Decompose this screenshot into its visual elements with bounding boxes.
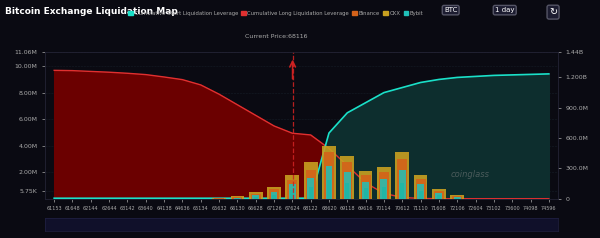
Text: Bitcoin Exchange Liquidation Map: Bitcoin Exchange Liquidation Map xyxy=(5,7,178,16)
Bar xyxy=(214,198,224,199)
Text: BTC: BTC xyxy=(444,7,457,13)
Bar xyxy=(419,191,422,199)
Bar xyxy=(305,170,316,199)
Bar xyxy=(271,192,277,199)
Bar xyxy=(342,162,352,199)
Bar xyxy=(327,180,331,199)
Bar xyxy=(272,195,276,199)
Bar xyxy=(379,172,389,199)
Bar xyxy=(234,198,241,199)
Bar xyxy=(289,184,296,199)
Bar xyxy=(251,194,261,199)
Bar xyxy=(212,198,226,199)
Bar xyxy=(322,146,336,199)
Bar xyxy=(437,195,441,199)
Bar xyxy=(286,175,299,199)
Bar xyxy=(344,172,351,199)
Bar xyxy=(230,196,244,199)
Text: Current Price:68116: Current Price:68116 xyxy=(245,34,307,39)
Text: coinglass: coinglass xyxy=(450,170,489,179)
Bar xyxy=(416,179,425,199)
Bar xyxy=(395,152,409,199)
Bar xyxy=(380,179,388,199)
Bar xyxy=(267,187,281,199)
Bar xyxy=(326,166,332,199)
Bar xyxy=(451,195,464,199)
Bar xyxy=(397,159,407,199)
Bar xyxy=(340,156,354,199)
Bar xyxy=(414,175,427,199)
Bar xyxy=(307,178,314,199)
Text: 1 day: 1 day xyxy=(495,7,515,13)
Bar xyxy=(269,189,279,199)
Bar xyxy=(254,197,258,199)
Bar xyxy=(235,198,239,199)
Bar xyxy=(232,197,242,199)
Bar xyxy=(400,183,404,199)
Bar xyxy=(359,171,373,199)
Text: ↻: ↻ xyxy=(549,7,557,17)
Legend: Cumulative Short Liquidation Leverage, Cumulative Long Liquidation Leverage, Bin: Cumulative Short Liquidation Leverage, C… xyxy=(126,9,426,18)
Bar xyxy=(417,184,424,199)
Bar xyxy=(434,191,444,199)
Bar xyxy=(454,197,461,199)
Bar xyxy=(399,170,406,199)
Bar xyxy=(361,175,371,199)
Bar xyxy=(364,188,368,199)
Bar xyxy=(436,193,442,199)
Bar xyxy=(304,162,317,199)
Bar xyxy=(324,152,334,199)
Bar xyxy=(345,183,349,199)
Bar xyxy=(452,196,462,199)
Bar xyxy=(252,195,259,199)
Bar xyxy=(432,189,446,199)
Bar xyxy=(290,190,295,199)
Bar xyxy=(455,198,459,199)
Bar xyxy=(362,182,369,199)
Bar xyxy=(287,180,298,199)
Bar xyxy=(377,167,391,199)
Bar xyxy=(249,192,263,199)
Bar xyxy=(382,187,386,199)
Bar xyxy=(308,187,313,199)
